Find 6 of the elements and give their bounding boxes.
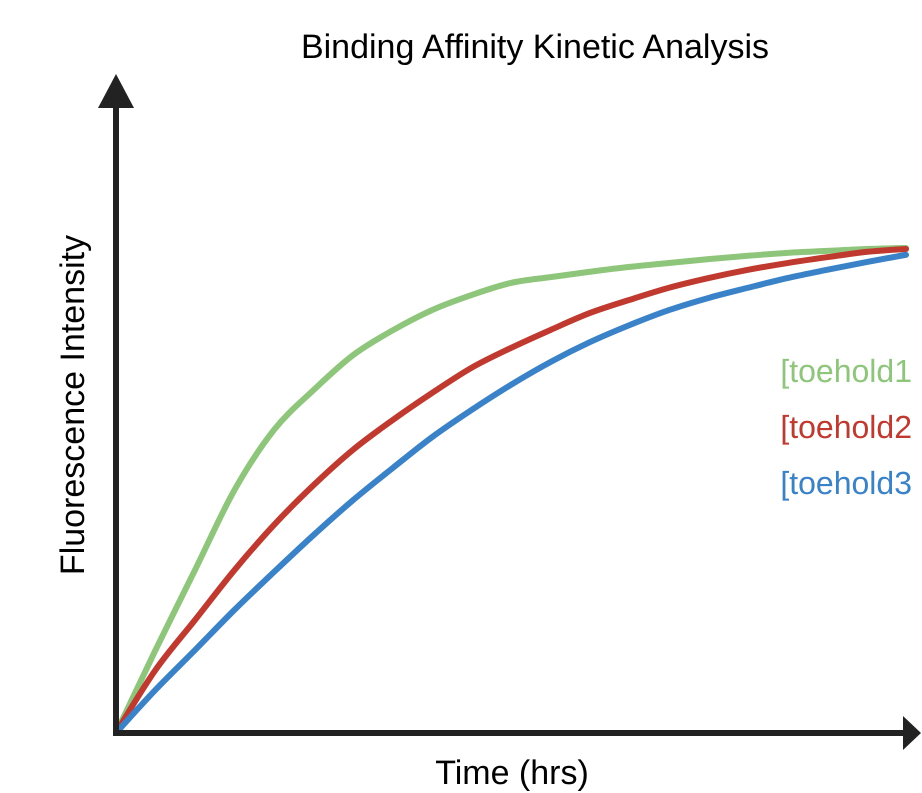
text: [toehold3 [780, 465, 912, 501]
y-axis-title: Fluorescence Intensity [54, 234, 92, 576]
chart-title: Binding Affinity Kinetic Analysis [300, 28, 770, 66]
text: [toehold2 [780, 409, 912, 445]
text: [toehold1 [780, 353, 912, 389]
x-axis-title: Time (hrs) [435, 754, 589, 792]
